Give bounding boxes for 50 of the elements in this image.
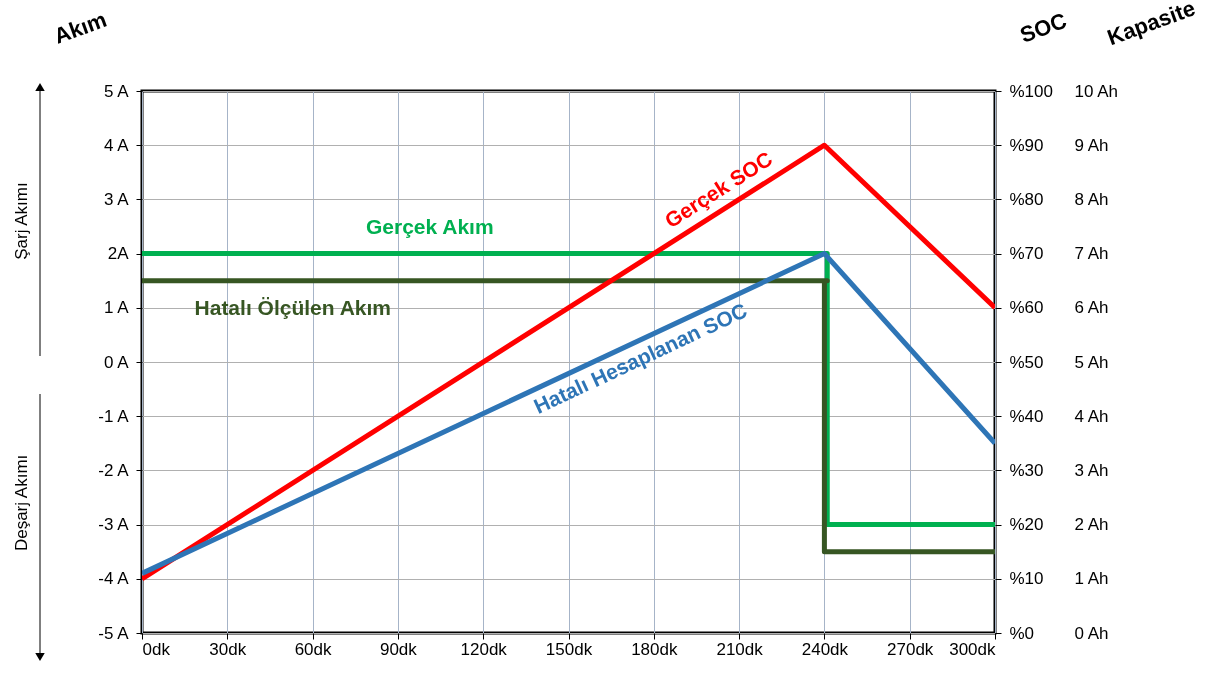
y3-tick-label: 9 Ah: [1074, 135, 1109, 155]
y2-tick-label: %10: [1009, 569, 1044, 589]
text: Deşarj Akımı: [12, 454, 31, 552]
y-tick-label: 5 A: [103, 81, 130, 101]
x-tick-label: 90dk: [379, 639, 418, 659]
y3-tick-label: 8 Ah: [1074, 189, 1109, 209]
y3-tick-label: 2 Ah: [1074, 515, 1109, 535]
x-tick-label: 30dk: [209, 639, 247, 659]
y-tick-label: -1 A: [98, 406, 130, 426]
text: Şarj Akımı: [12, 182, 31, 260]
y2-tick-label: %60: [1009, 298, 1044, 318]
y3-tick-label: 0 Ah: [1074, 623, 1109, 643]
x-tick-label: 300dk: [949, 639, 996, 659]
series-label: Hatalı Ölçülen Akım: [194, 295, 391, 319]
y2-tick-label: %50: [1009, 352, 1044, 372]
y-tick-label: 2A: [107, 244, 130, 264]
y2-tick-label: %90: [1009, 135, 1044, 155]
y2-tick-label: %30: [1009, 460, 1044, 480]
y3-tick-label: 1 Ah: [1074, 569, 1109, 589]
y3-tick-label: 5 Ah: [1074, 352, 1109, 372]
x-tick-label: 210dk: [716, 639, 764, 659]
y-tick-label: 3 A: [103, 189, 130, 209]
y3-tick-label: 4 Ah: [1074, 406, 1109, 426]
y2-tick-label: %70: [1009, 244, 1044, 264]
y3-tick-label: 6 Ah: [1074, 298, 1109, 318]
y3-tick-label: 10 Ah: [1074, 81, 1118, 101]
y-tick-label: 1 A: [103, 298, 130, 318]
y-tick-label: -2 A: [98, 460, 130, 480]
y2-tick-label: %0: [1009, 623, 1035, 643]
x-tick-label: 0dk: [142, 639, 171, 659]
y-axis-title: Akım: [50, 6, 110, 49]
y2-tick-label: %40: [1009, 406, 1044, 426]
y2-tick-label: %100: [1009, 81, 1053, 101]
y-tick-label: -4 A: [98, 569, 130, 589]
y-tick-label: 0 A: [103, 352, 130, 372]
x-tick-label: 270dk: [887, 639, 934, 659]
y2-tick-label: %20: [1009, 515, 1044, 535]
y2-axis-title: SOC: [1016, 7, 1070, 48]
y-tick-label: -3 A: [98, 515, 130, 535]
series-label: Gerçek Akım: [365, 214, 494, 238]
y-tick-label: 4 A: [103, 135, 130, 155]
y-tick-label: -5 A: [98, 623, 130, 643]
x-tick-label: 180dk: [631, 639, 678, 659]
y3-tick-label: 3 Ah: [1074, 460, 1109, 480]
x-tick-label: 240dk: [801, 639, 849, 659]
y3-tick-label: 7 Ah: [1074, 244, 1109, 264]
y2-tick-label: %80: [1009, 189, 1044, 209]
x-tick-label: 120dk: [460, 639, 508, 659]
x-tick-label: 60dk: [294, 639, 333, 659]
x-tick-label: 150dk: [545, 639, 593, 659]
